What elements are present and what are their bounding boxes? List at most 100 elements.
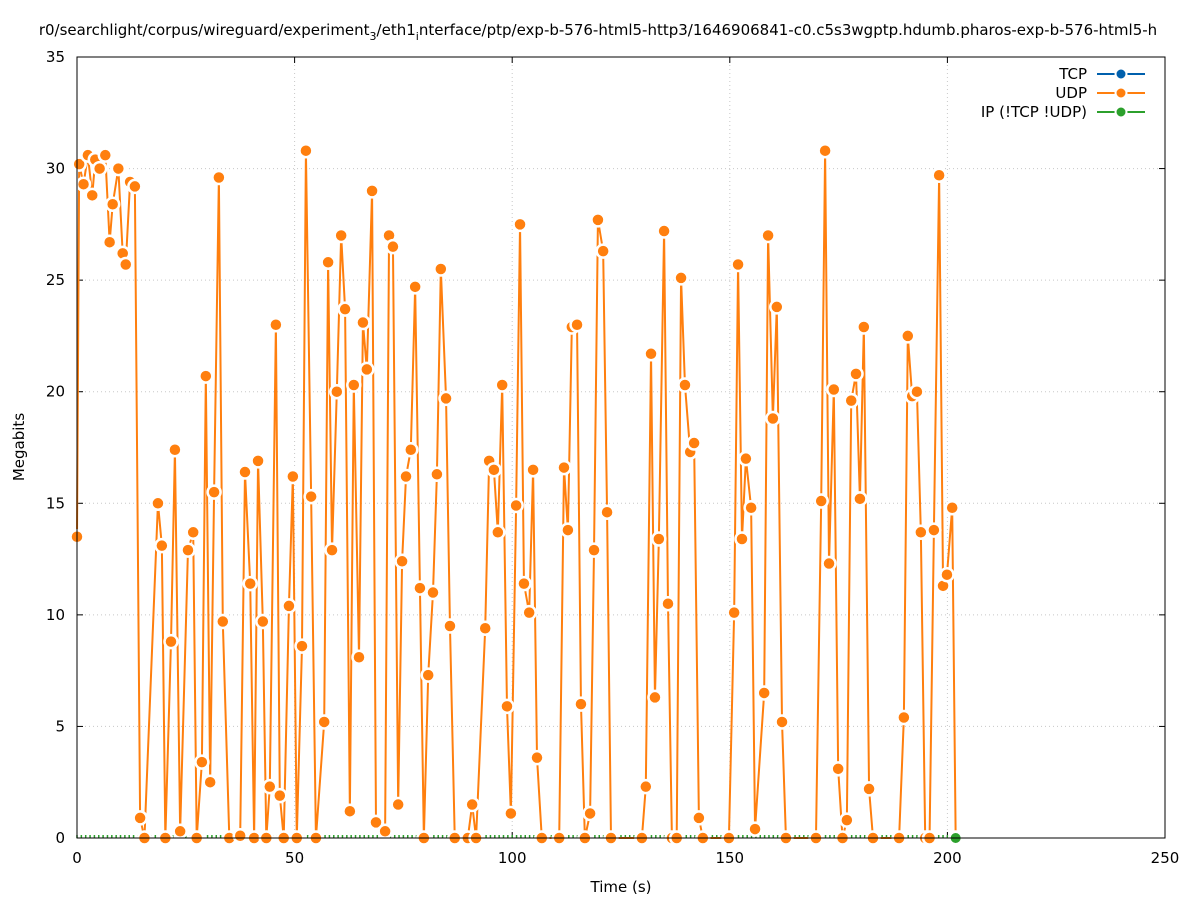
udp-point — [150, 495, 166, 512]
udp-point — [211, 169, 227, 186]
udp-point — [556, 459, 572, 476]
udp-point — [398, 468, 414, 485]
udp-point — [110, 160, 127, 177]
udp-point — [926, 522, 942, 538]
udp-point — [368, 814, 384, 831]
udp-point — [743, 499, 759, 516]
y-tick-label: 20 — [46, 383, 65, 401]
udp-point — [747, 821, 763, 837]
udp-point — [599, 504, 615, 520]
udp-point — [403, 441, 419, 458]
udp-point — [760, 227, 776, 244]
udp-point — [346, 377, 362, 393]
udp-point — [486, 462, 502, 478]
udp-point — [582, 805, 598, 822]
udp-point — [206, 484, 222, 500]
udp-point — [433, 261, 449, 277]
udp-point — [573, 696, 589, 712]
udp-point — [324, 542, 340, 558]
legend-marker — [1114, 86, 1128, 100]
udp-point — [516, 575, 532, 592]
y-tick-label: 5 — [55, 717, 65, 735]
legend-item-1: UDP — [1055, 84, 1145, 102]
udp-point — [826, 381, 842, 398]
udp-point — [355, 314, 371, 331]
udp-point — [931, 167, 947, 184]
udp-point — [268, 317, 284, 333]
udp-point — [756, 685, 772, 701]
legend-label: UDP — [1055, 84, 1087, 102]
udp-point — [512, 216, 528, 233]
udp-point — [250, 453, 266, 469]
udp-point — [774, 714, 790, 730]
udp-point — [117, 256, 134, 273]
udp-point — [185, 524, 201, 541]
udp-point — [132, 810, 148, 826]
y-tick-label: 25 — [46, 271, 65, 289]
udp-point — [508, 497, 524, 514]
udp-point — [351, 649, 367, 666]
udp-point — [525, 462, 541, 478]
udp-point — [232, 828, 248, 844]
x-tick-label: 0 — [72, 849, 82, 867]
udp-point — [329, 383, 345, 400]
udp-point — [643, 346, 659, 362]
udp-point — [529, 749, 545, 766]
legend-marker — [1114, 105, 1128, 119]
udp-point — [647, 689, 663, 706]
udp-point — [490, 524, 506, 541]
udp-point — [848, 366, 864, 382]
udp-point — [337, 301, 353, 317]
udp-point — [377, 823, 393, 840]
udp-point — [651, 531, 667, 547]
udp-point — [477, 620, 493, 636]
x-tick-label: 200 — [933, 849, 962, 867]
udp-point — [167, 441, 183, 458]
udp-point — [272, 787, 288, 804]
plot-frame — [76, 56, 1166, 839]
udp-point — [843, 392, 859, 409]
udp-point — [738, 450, 754, 467]
udp-point — [316, 714, 332, 730]
udp-point — [726, 604, 742, 621]
udp-point — [333, 227, 349, 244]
udp-point — [494, 377, 510, 393]
udp-point — [856, 319, 872, 335]
udp-point — [420, 667, 436, 683]
udp-point — [595, 243, 611, 259]
udp-point — [813, 493, 829, 509]
udp-point — [84, 187, 100, 204]
udp-point — [560, 522, 576, 538]
udp-point — [394, 553, 410, 570]
udp-point — [429, 466, 445, 483]
udp-point — [202, 774, 218, 790]
udp-point — [586, 542, 602, 558]
y-tick-label: 15 — [46, 494, 65, 512]
y-tick-label: 35 — [46, 48, 65, 66]
udp-point — [385, 238, 401, 255]
udp-point — [255, 613, 271, 630]
axis-ticks: 0 50 100 150 200 250 0 5 10 15 20 25 30 35 — [46, 48, 1179, 867]
udp-point — [342, 803, 358, 819]
udp-point — [262, 778, 278, 795]
udp-point — [909, 383, 925, 400]
udp-point — [913, 524, 929, 541]
udp-point — [320, 254, 336, 271]
udp-point — [294, 638, 310, 654]
udp-point — [75, 176, 92, 192]
udp-point — [730, 256, 746, 273]
udp-point — [861, 781, 877, 797]
chart-title: r0/searchlight/corpus/wireguard/experime… — [39, 21, 1157, 43]
udp-point — [590, 212, 606, 228]
udp-point — [180, 542, 196, 558]
udp-point — [442, 618, 458, 634]
udp-point — [71, 156, 87, 172]
series-layer — [69, 142, 964, 846]
udp-point — [390, 796, 406, 813]
udp-point — [821, 555, 837, 572]
udp-point — [425, 584, 441, 601]
udp-point — [154, 537, 170, 554]
udp-point — [215, 613, 231, 630]
udp-point — [298, 142, 314, 159]
